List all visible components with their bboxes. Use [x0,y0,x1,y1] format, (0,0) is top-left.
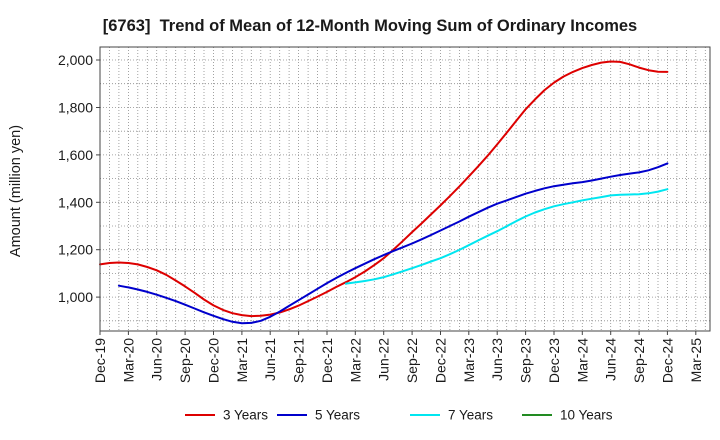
x-tick-label: Dec-23 [546,338,562,383]
x-tick-label: Jun-24 [603,338,619,381]
x-tick-label: Sep-24 [631,338,647,383]
x-tick-label: Dec-24 [659,338,675,383]
legend-label-3-years: 3 Years [223,408,268,423]
x-tick-label: Mar-21 [234,338,250,383]
legend-item-5-years: 5 Years [277,408,360,423]
x-tick-label: Mar-25 [688,338,704,383]
y-axis-label: Amount (million yen) [8,125,24,257]
y-tick-label: 1,200 [58,242,93,258]
y-tick-label: 2,000 [58,52,93,68]
grid [99,47,710,331]
legend-label-7-years: 7 Years [448,408,493,423]
x-tick-label: Jun-20 [149,338,165,381]
y-tick-label: 1,600 [58,147,93,163]
x-tick-label: Dec-22 [433,338,449,383]
y-tick-label: 1,800 [58,100,93,116]
plot-frame [99,46,711,332]
x-tick-label: Sep-23 [518,338,534,383]
x-tick-label: Jun-22 [376,338,392,381]
x-tick-label: Mar-23 [461,338,477,383]
x-tick-label: Jun-21 [262,338,278,381]
legend: 3 Years 5 Years 7 Years 10 Years [185,408,613,423]
series-line-3-years [99,60,669,318]
legend-item-10-years: 10 Years [522,408,613,423]
chart-title: [6763] Trend of Mean of 12-Month Moving … [103,17,637,35]
legend-item-7-years: 7 Years [410,408,493,423]
x-tick-label: Dec-20 [206,338,222,383]
legend-label-5-years: 5 Years [315,408,360,423]
x-tick-label: Mar-20 [120,338,136,383]
series-line-7-years [344,188,669,285]
x-tick-label: Dec-21 [319,338,335,383]
series-line-5-years [117,162,669,325]
x-tick-label: Sep-22 [404,338,420,383]
x-tick-label: Sep-21 [291,338,307,383]
x-axis: Dec-19 Mar-20 Jun-20 Sep-20 Dec-20 Mar-21 Jun-… [92,331,704,383]
x-tick-label: Jun-23 [489,338,505,381]
x-tick-label: Mar-24 [574,338,590,383]
series-layer [99,60,669,325]
y-tick-label: 1,400 [58,194,93,210]
x-tick-label: Dec-19 [92,338,108,383]
legend-label-10-years: 10 Years [560,408,613,423]
y-axis: 1,000 1,200 1,400 1,600 1,800 2,000 [58,52,100,305]
y-tick-label: 1,000 [58,289,93,305]
legend-item-3-years: 3 Years [185,408,268,423]
x-tick-label: Sep-20 [177,338,193,383]
x-tick-label: Mar-22 [347,338,363,383]
